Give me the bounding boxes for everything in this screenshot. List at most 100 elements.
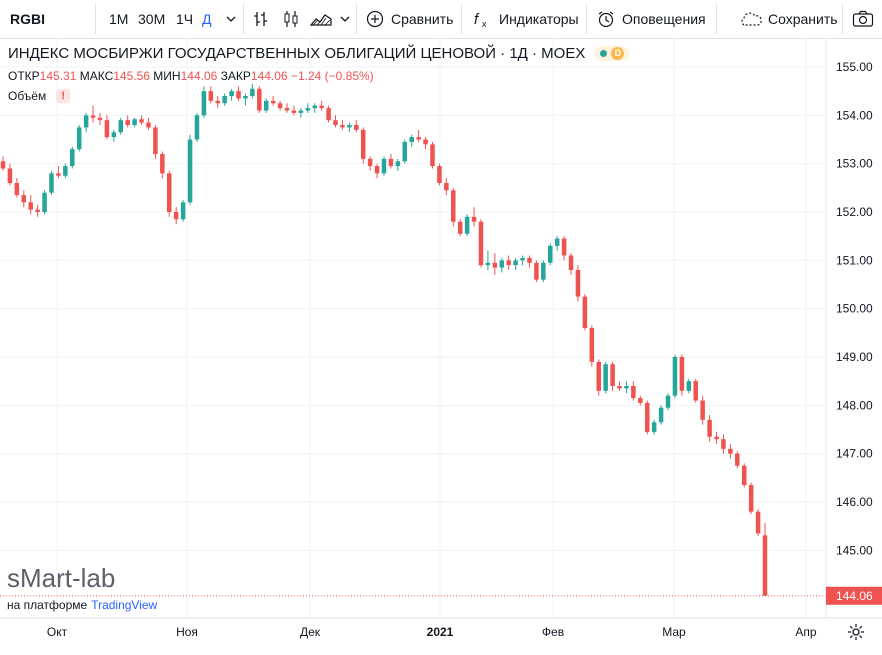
candle	[672, 354, 678, 399]
alarm-clock-icon[interactable]	[597, 10, 615, 28]
candle-body	[631, 386, 636, 399]
candle-body	[201, 91, 207, 116]
volume-label[interactable]: Объём	[8, 89, 47, 103]
area-style-button[interactable]	[310, 0, 332, 38]
symbol-search[interactable]: RGBI	[10, 0, 45, 38]
candle	[201, 86, 207, 118]
candle	[298, 108, 304, 118]
candle-body	[194, 115, 200, 140]
candle	[381, 156, 387, 176]
candle-body	[298, 110, 304, 113]
price-tick-label: 155.00	[836, 60, 873, 74]
candle	[388, 154, 394, 169]
candle	[257, 86, 262, 113]
candle-body	[125, 120, 130, 125]
price-tick-label: 145.00	[836, 543, 873, 557]
price-tick-label: 154.00	[836, 108, 873, 122]
candle	[700, 395, 705, 425]
time-tick-label: 2021	[427, 625, 454, 639]
candle-body	[513, 260, 518, 266]
gear-icon[interactable]	[847, 623, 865, 641]
candle-body	[575, 270, 581, 297]
indicators-label[interactable]: Индикаторы	[499, 11, 579, 27]
candle	[707, 415, 712, 442]
candle-body	[21, 195, 27, 203]
candles-style-button[interactable]	[282, 0, 300, 38]
candle	[596, 359, 601, 396]
candle-body	[492, 262, 498, 268]
interval-label[interactable]: 1М	[109, 11, 129, 27]
last-price-value: 144.06	[836, 589, 873, 603]
price-tick-label: 152.00	[836, 205, 873, 219]
candle	[215, 96, 220, 109]
interval-dropdown[interactable]	[224, 0, 238, 38]
close-value: 144.06	[250, 69, 288, 83]
candles-chart-icon[interactable]	[282, 10, 300, 28]
candle	[7, 163, 13, 186]
candle	[243, 93, 248, 106]
time-tick-label: Апр	[795, 625, 817, 639]
camera-icon[interactable]	[852, 10, 874, 28]
candle-body	[416, 137, 421, 140]
chart-type-dropdown[interactable]	[338, 0, 352, 38]
candle	[76, 125, 82, 152]
candle-body	[187, 139, 193, 203]
candle-body	[735, 453, 740, 466]
candle	[229, 88, 234, 101]
candle	[478, 219, 484, 268]
compare-label[interactable]: Сравнить	[391, 11, 454, 27]
area-chart-icon[interactable]	[310, 10, 332, 28]
interval-label[interactable]: 30М	[138, 11, 166, 27]
candle	[603, 361, 608, 394]
candle	[492, 253, 498, 275]
tradingview-link[interactable]: TradingView	[91, 598, 158, 612]
candle	[520, 255, 525, 266]
candle	[277, 100, 283, 111]
price-chart[interactable]: 155.00 154.00 153.00 152.00 151.00 150.00 149.…	[0, 38, 882, 655]
candle	[139, 115, 144, 125]
candle	[748, 482, 754, 515]
candle-body	[381, 158, 387, 174]
chevron-down-icon[interactable]	[224, 12, 238, 26]
candle	[686, 378, 692, 394]
interval-1m-button[interactable]: 1М	[109, 0, 128, 38]
symbol-name[interactable]: RGBI	[10, 11, 45, 27]
candle	[270, 96, 276, 106]
toolbar-divider	[95, 4, 96, 34]
warning-icon[interactable]: !	[56, 89, 71, 103]
candle-body	[257, 88, 262, 111]
candle-body	[291, 110, 297, 113]
alerts-label[interactable]: Оповещения	[622, 11, 706, 27]
volume-legend[interactable]: Объём !	[8, 89, 71, 103]
save-label[interactable]: Сохранить	[768, 11, 838, 27]
candle	[160, 151, 165, 179]
price-tick-label: 146.00	[836, 495, 873, 509]
candle	[575, 265, 581, 302]
interval-label[interactable]: 1Ч	[176, 11, 194, 27]
screenshot-button[interactable]	[852, 0, 874, 38]
toolbar-divider	[356, 4, 357, 34]
plus-circle-icon[interactable]	[366, 10, 384, 28]
market-status[interactable]: D	[595, 46, 630, 61]
candle	[180, 199, 186, 222]
interval-day-button[interactable]: Д	[202, 0, 211, 38]
bar-style-button[interactable]	[252, 0, 270, 38]
interval-30m-button[interactable]: 30М	[138, 0, 165, 38]
candle-body	[14, 183, 20, 196]
interval-1h-button[interactable]: 1Ч	[176, 0, 193, 38]
bars-chart-icon[interactable]	[252, 10, 270, 28]
platform-credit: на платформе TradingView	[7, 598, 157, 612]
candle	[728, 444, 733, 459]
alerts-button[interactable]: Оповещения	[597, 0, 706, 38]
chevron-down-icon[interactable]	[338, 12, 352, 26]
candle-body	[402, 141, 408, 162]
candle-body	[388, 158, 394, 167]
interval-label[interactable]: Д	[202, 11, 212, 27]
candle-body	[243, 96, 248, 99]
candle	[665, 393, 671, 411]
compare-button[interactable]: Сравнить	[366, 0, 453, 38]
save-button[interactable]: Сохранить	[738, 0, 838, 38]
cloud-icon[interactable]	[738, 10, 764, 28]
